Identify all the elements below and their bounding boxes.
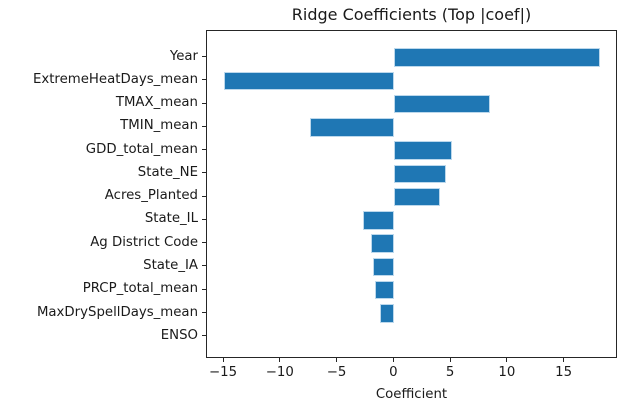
y-tick-mark xyxy=(202,195,206,197)
y-tick-label: Ag District Code xyxy=(90,234,198,250)
y-tick-mark xyxy=(202,218,206,220)
x-axis-label: Coefficient xyxy=(375,387,448,402)
y-tick-label: GDD_total_mean xyxy=(85,141,198,157)
y-tick-mark xyxy=(202,288,206,290)
y-tick-mark xyxy=(202,79,206,81)
bar-tmax-mean xyxy=(394,94,490,114)
y-tick-label: PRCP_total_mean xyxy=(82,281,198,297)
x-tick-mark xyxy=(392,358,394,362)
y-tick-mark xyxy=(202,335,206,337)
x-tick-mark xyxy=(563,358,565,362)
y-tick-label: ENSO xyxy=(160,327,198,343)
plot-area xyxy=(206,30,617,358)
x-tick-mark xyxy=(336,358,338,362)
x-tick-label: 10 xyxy=(498,365,516,380)
y-tick-label: TMIN_mean xyxy=(120,118,198,134)
bar-ag-district-code xyxy=(370,234,395,253)
x-tick-label: −5 xyxy=(326,365,347,380)
y-tick-mark xyxy=(202,102,206,104)
y-tick-label: Acres_Planted xyxy=(104,188,198,204)
bar-state-ia xyxy=(372,257,395,277)
bar-state-il xyxy=(362,211,395,230)
bar-prcp-total-mean xyxy=(375,280,395,300)
bar-gdd-total-mean xyxy=(394,141,453,160)
x-tick-label: −15 xyxy=(208,365,238,380)
bar-maxdryspelldays-mean xyxy=(379,304,395,323)
bar-year xyxy=(394,48,600,67)
bar-extremeheatdays-mean xyxy=(224,71,395,91)
y-tick-mark xyxy=(202,125,206,127)
y-tick-label: ExtremeHeatDays_mean xyxy=(32,71,198,87)
x-tick-label: −10 xyxy=(265,365,294,380)
x-tick-mark xyxy=(279,358,281,362)
bar-tmin-mean xyxy=(310,118,395,137)
y-tick-mark xyxy=(202,56,206,57)
y-tick-mark xyxy=(202,242,206,244)
y-tick-mark xyxy=(202,172,206,174)
x-tick-mark xyxy=(449,358,451,362)
x-tick-label: 5 xyxy=(445,365,455,380)
y-tick-label: State_NE xyxy=(137,164,198,180)
x-tick-mark xyxy=(222,358,224,362)
y-tick-mark xyxy=(202,149,206,151)
y-tick-label: State_IL xyxy=(144,211,198,227)
y-tick-label: State_IA xyxy=(143,257,198,273)
x-tick-label: 15 xyxy=(555,365,573,380)
bar-acres-planted xyxy=(394,187,440,207)
y-tick-label: MaxDrySpellDays_mean xyxy=(36,304,198,320)
y-tick-mark xyxy=(202,312,206,313)
x-tick-mark xyxy=(506,358,508,362)
y-tick-label: TMAX_mean xyxy=(115,95,198,110)
x-tick-label: 0 xyxy=(389,365,398,380)
y-tick-label: Year xyxy=(169,48,198,64)
bar-state-ne xyxy=(394,164,447,184)
y-tick-mark xyxy=(202,265,206,267)
chart-title: Ridge Coefficients (Top |coef|) xyxy=(291,5,532,24)
